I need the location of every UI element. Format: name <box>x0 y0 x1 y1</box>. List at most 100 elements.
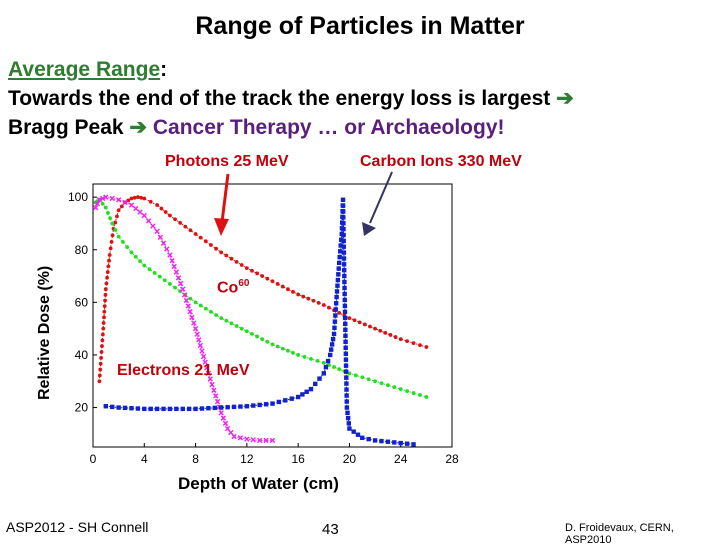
data-point <box>360 375 365 380</box>
data-point <box>300 392 305 397</box>
data-point <box>373 326 377 331</box>
data-point <box>285 348 290 353</box>
data-point <box>154 228 160 235</box>
data-point <box>244 404 250 409</box>
data-point <box>263 402 269 407</box>
data-point <box>196 337 202 343</box>
data-point <box>106 211 110 215</box>
data-point <box>145 218 152 224</box>
data-point <box>173 285 177 290</box>
data-point <box>329 342 335 347</box>
data-point <box>150 223 156 229</box>
data-point <box>321 303 326 307</box>
data-point <box>107 253 112 257</box>
data-point <box>392 385 397 390</box>
data-point <box>270 279 275 284</box>
x-tick-label: 16 <box>291 452 305 466</box>
data-point <box>135 406 141 411</box>
data-point <box>219 250 224 255</box>
data-point <box>103 292 108 297</box>
x-tick-label: 20 <box>343 452 357 466</box>
co60-superscript: 60 <box>238 278 250 289</box>
data-point <box>225 405 230 410</box>
series-1 <box>93 197 429 399</box>
photon-arrow-shaft <box>220 173 230 223</box>
data-point <box>141 212 147 219</box>
data-point <box>341 256 347 261</box>
data-point <box>113 220 118 225</box>
data-point <box>92 204 99 211</box>
data-point <box>183 224 188 229</box>
data-point <box>193 232 198 236</box>
average-range-term: Average Range <box>8 58 161 81</box>
data-point <box>301 294 306 299</box>
data-point <box>296 292 301 297</box>
page-title: Range of Particles in Matter <box>195 12 525 40</box>
data-point <box>342 291 347 297</box>
data-point <box>100 201 105 206</box>
data-point <box>116 208 121 213</box>
data-point <box>405 339 410 344</box>
data-point <box>116 405 121 410</box>
data-point <box>209 381 215 388</box>
data-point <box>115 214 119 219</box>
data-point <box>332 365 336 369</box>
data-point <box>159 206 164 211</box>
data-point <box>164 246 170 252</box>
data-point <box>94 201 101 207</box>
data-point <box>133 254 138 259</box>
data-point <box>251 403 256 408</box>
data-point <box>202 359 208 365</box>
data-point <box>100 338 105 343</box>
data-point <box>106 264 111 269</box>
data-point <box>276 399 282 405</box>
data-point <box>101 321 106 325</box>
data-point <box>231 433 237 440</box>
x-tick-label: 28 <box>445 452 459 466</box>
data-point <box>344 375 349 380</box>
data-point <box>193 406 198 412</box>
data-point <box>316 300 321 305</box>
series-2 <box>92 194 276 444</box>
data-point <box>341 209 346 214</box>
data-point <box>214 313 218 317</box>
data-point <box>366 436 371 442</box>
x-tick-label: 0 <box>90 452 97 466</box>
page-number: 43 <box>322 521 339 538</box>
data-point <box>342 297 347 303</box>
data-point <box>344 387 349 392</box>
data-point <box>167 252 173 258</box>
data-point <box>173 269 180 275</box>
data-point <box>180 406 185 412</box>
data-point <box>328 347 334 352</box>
data-point <box>333 307 338 312</box>
y-axis-label: Relative Dose (%) <box>36 265 53 400</box>
data-point <box>306 296 311 301</box>
data-point <box>109 239 114 244</box>
arrow-right-icon: ➔ <box>556 87 574 110</box>
data-point <box>332 319 338 324</box>
data-point <box>404 441 410 446</box>
data-point <box>115 197 122 203</box>
data-point <box>116 234 121 239</box>
data-point <box>275 344 280 349</box>
data-point <box>424 345 429 349</box>
data-point <box>347 371 352 376</box>
data-point <box>152 270 157 275</box>
data-point <box>373 379 377 384</box>
data-point <box>214 398 221 405</box>
data-point <box>154 406 160 412</box>
data-point <box>108 216 112 221</box>
data-point <box>102 304 107 309</box>
data-point <box>257 402 262 408</box>
data-point <box>193 300 198 305</box>
data-point <box>411 391 416 395</box>
data-point <box>321 360 326 365</box>
data-point <box>418 393 422 397</box>
data-point <box>302 355 307 359</box>
data-point <box>100 344 104 349</box>
data-point <box>113 228 118 232</box>
data-point <box>366 377 371 382</box>
data-point <box>174 406 179 412</box>
data-point <box>347 316 352 321</box>
